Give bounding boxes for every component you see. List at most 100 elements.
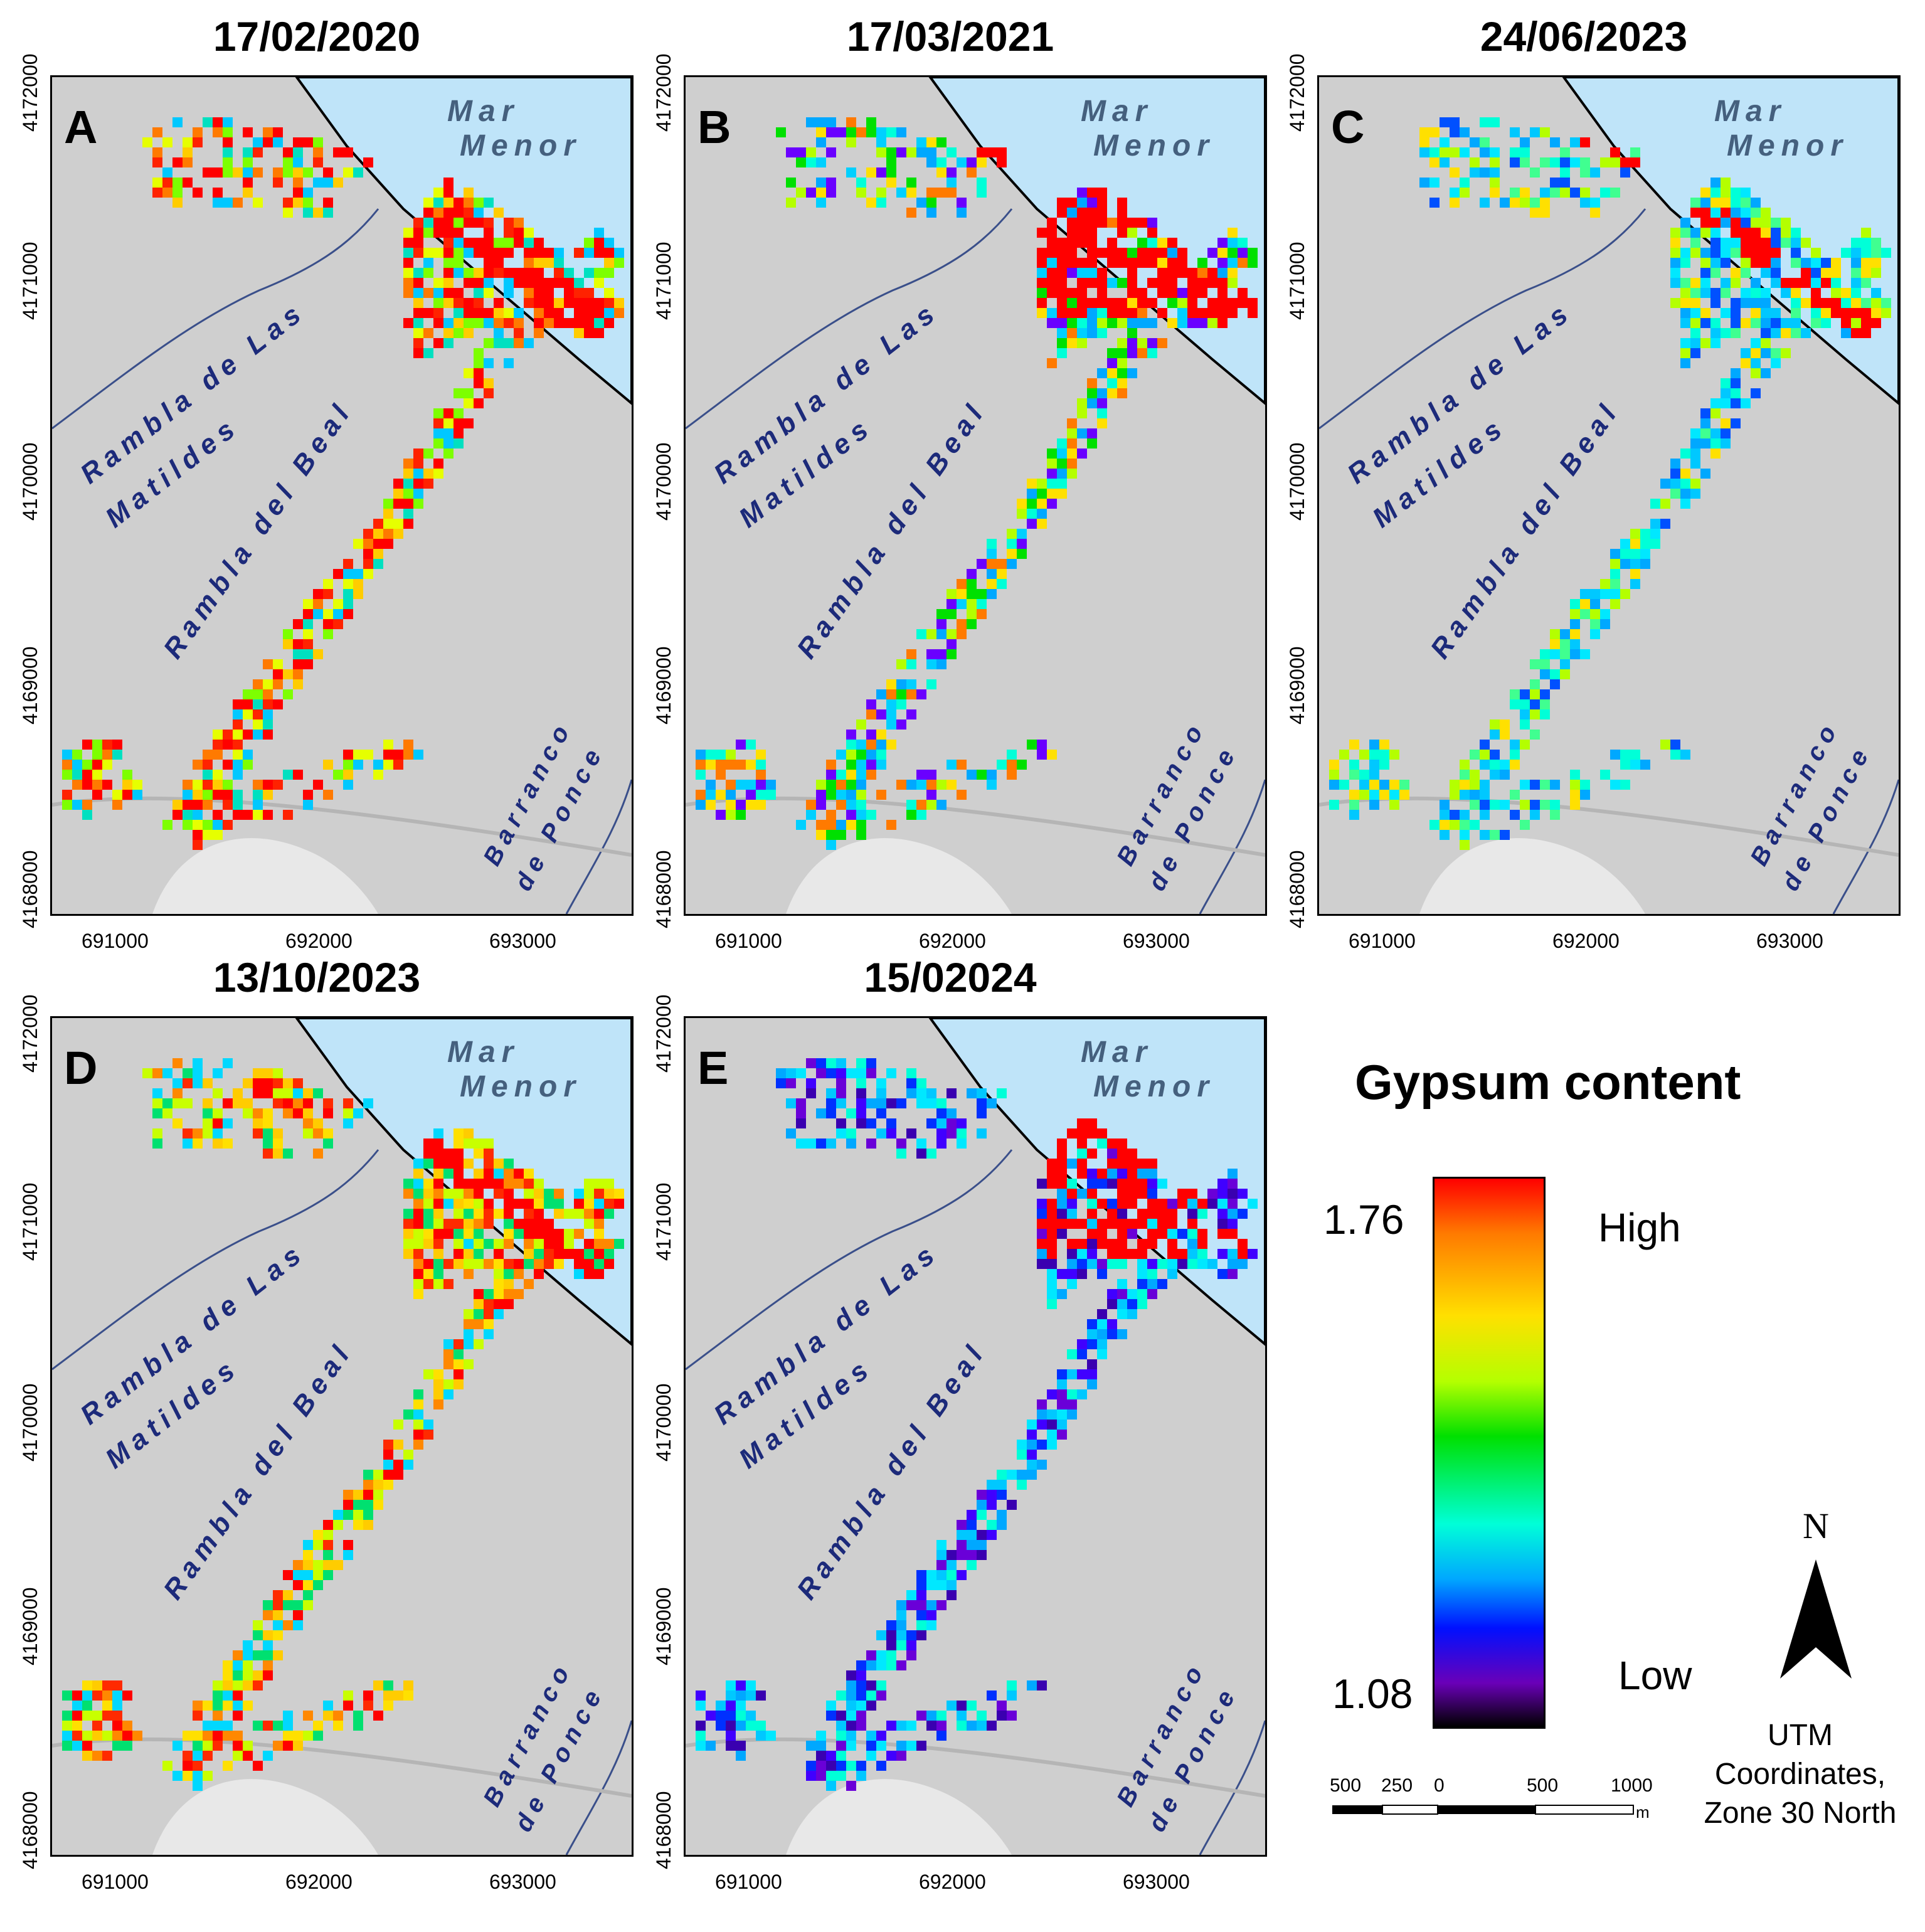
gypsum-pixel [464,308,474,318]
gypsum-pixel [1851,258,1861,268]
gypsum-pixel [1067,268,1077,278]
gypsum-pixel [102,740,112,750]
gypsum-pixel [806,810,816,820]
gypsum-pixel [947,629,957,639]
gypsum-pixel [1470,780,1480,790]
gypsum-pixel [584,268,594,278]
gypsum-pixel [846,820,856,830]
gypsum-pixel [916,800,926,810]
gypsum-pixel [273,167,283,178]
hillshade-relief [786,1779,1012,1855]
gypsum-pixel [856,1691,866,1701]
gypsum-pixel [1670,479,1680,489]
gypsum-pixel [957,589,967,599]
gypsum-pixel [1137,1269,1147,1279]
gypsum-pixel [1490,750,1500,760]
gypsum-pixel [383,1450,393,1460]
gypsum-pixel [243,1660,253,1670]
gypsum-pixel [926,1580,936,1590]
gypsum-pixel [584,318,594,328]
gypsum-pixel [253,1620,263,1630]
gypsum-pixel [453,428,464,438]
gypsum-pixel [393,1691,403,1701]
gypsum-pixel [203,1771,213,1781]
gypsum-pixel [1167,248,1177,258]
gypsum-pixel [856,719,866,730]
gypsum-pixel [1167,1239,1177,1249]
gypsum-pixel [102,750,112,760]
gypsum-pixel [433,1199,443,1209]
gypsum-pixel [967,157,977,167]
gypsum-pixel [303,1600,313,1610]
gypsum-pixel [433,1369,443,1379]
gypsum-pixel [443,1359,453,1369]
gypsum-pixel [836,800,846,810]
gypsum-pixel [373,1490,383,1500]
gypsum-pixel [1117,228,1127,238]
gypsum-pixel [916,1620,926,1630]
gypsum-pixel [514,1219,524,1229]
gypsum-pixel [746,800,756,810]
gypsum-pixel [203,1128,213,1138]
gypsum-pixel [826,1701,836,1711]
gypsum-pixel [464,278,474,288]
gypsum-pixel [1147,258,1157,268]
gypsum-pixel [836,1761,846,1771]
gypsum-pixel [263,1149,273,1159]
gypsum-pixel [716,1721,726,1731]
gypsum-pixel [726,750,736,760]
gypsum-pixel [1217,248,1228,258]
gypsum-pixel [453,1209,464,1219]
gypsum-pixel [413,479,423,489]
gypsum-pixel [1731,198,1741,208]
gypsum-pixel [1570,770,1580,780]
gypsum-pixel [756,1731,766,1741]
gypsum-pixel [1137,1209,1147,1219]
gypsum-pixel [1077,1369,1087,1379]
gypsum-pixel [836,830,846,840]
gypsum-pixel [1520,719,1530,730]
gypsum-pixel [403,288,413,298]
gypsum-pixel [1570,188,1580,198]
gypsum-pixel [967,569,977,579]
gypsum-pixel [544,1229,554,1239]
gypsum-pixel [293,1610,303,1620]
gypsum-pixel [413,1279,423,1289]
gypsum-pixel [413,750,423,760]
gypsum-pixel [253,719,263,730]
panel-date-title: 17/03/2021 [846,13,1054,60]
gypsum-pixel [1117,1219,1127,1229]
gypsum-pixel [464,1319,474,1329]
gypsum-pixel [233,1731,243,1741]
gypsum-pixel [1077,408,1087,418]
gypsum-pixel [353,167,363,178]
gypsum-pixel [403,1209,413,1219]
gypsum-pixel [1077,1138,1087,1149]
gypsum-pixel [1700,428,1710,438]
scale-label: 500 [1330,1775,1362,1796]
gypsum-pixel [926,780,936,790]
gypsum-pixel [1520,780,1530,790]
gypsum-pixel [886,147,896,157]
gypsum-pixel [1207,248,1217,258]
gypsum-pixel [263,1118,273,1128]
gypsum-pixel [594,1219,604,1229]
gypsum-pixel [1117,1289,1127,1299]
gypsum-pixel [293,669,303,679]
gypsum-pixel [193,820,203,830]
gypsum-pixel [826,1771,836,1781]
gypsum-pixel [1187,298,1197,308]
gypsum-pixel [1127,218,1137,228]
gypsum-pixel [453,408,464,418]
gypsum-pixel [443,1349,453,1359]
gypsum-pixel [846,770,856,780]
gypsum-pixel [1217,1269,1228,1279]
gypsum-pixel [1047,1430,1057,1440]
gypsum-pixel [413,1249,423,1259]
gypsum-pixel [896,1098,906,1108]
gypsum-pixel [1600,619,1610,629]
gypsum-pixel [323,589,333,599]
gypsum-pixel [816,178,826,188]
gypsum-pixel [193,188,203,198]
gypsum-pixel [1037,1440,1047,1450]
